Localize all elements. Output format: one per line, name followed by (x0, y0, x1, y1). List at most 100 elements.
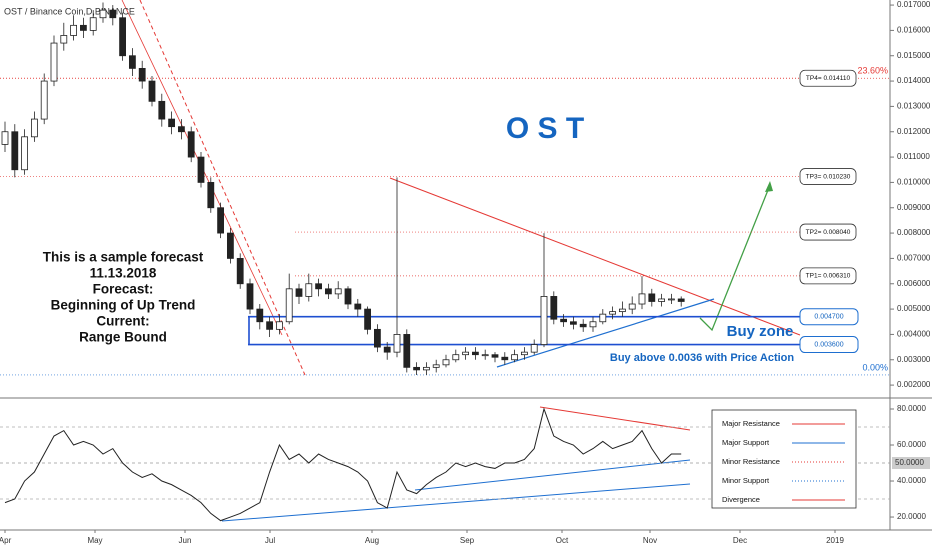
midline-label: 50.0000 (895, 458, 924, 467)
trend-line (139, 0, 306, 376)
zone-box (799, 336, 859, 354)
candle-body (158, 100, 166, 120)
candle-body (609, 311, 616, 315)
candle-body (383, 346, 391, 353)
y-tick-label: 60.0000 (897, 440, 926, 449)
candle-body (530, 344, 538, 353)
candle-body (373, 328, 381, 348)
y-tick-label: 0.012000 (897, 127, 931, 136)
x-tick-label: Aug (365, 536, 379, 545)
target-label: TP1= 0.006310 (806, 273, 851, 280)
candle-body (668, 298, 675, 301)
candle-body (511, 354, 519, 361)
candle-body (168, 118, 176, 128)
resistance-line (389, 177, 801, 336)
y-tick-label: 0.015000 (897, 51, 931, 60)
buy-zone-label: Buy zone (727, 323, 794, 340)
y-tick-label: 0.011000 (897, 152, 930, 161)
candle-body (89, 17, 97, 31)
symbol: OST / Binance Coin,D,BINANCE (4, 6, 135, 16)
candle-body (403, 334, 411, 368)
candle-body (677, 298, 685, 302)
candle-body (148, 80, 156, 102)
arrow-head (765, 181, 773, 192)
y-tick-label: 0.003000 (897, 355, 931, 364)
candle-body (266, 321, 274, 330)
y-tick-label: 0.002000 (897, 380, 931, 389)
x-tick-label: Jun (179, 536, 192, 545)
candle-body (521, 351, 528, 356)
candle-body (207, 182, 215, 209)
x-tick-label: Oct (556, 536, 569, 545)
candle-body (50, 42, 58, 82)
candle-body (217, 207, 225, 234)
candle-body (550, 296, 558, 320)
title: O S T (506, 112, 584, 145)
legend-label: Minor Support (722, 476, 770, 485)
y-tick-label: 0.016000 (897, 26, 931, 35)
candle-body (471, 351, 479, 356)
candle-body (589, 321, 597, 328)
candle-body (638, 293, 646, 305)
candle-body (658, 298, 665, 302)
legend-label: Major Support (722, 438, 770, 447)
candle-body (579, 323, 587, 328)
candle-body (246, 283, 254, 310)
candle-body (138, 68, 146, 82)
forecast-line: Current: (96, 314, 149, 329)
fib-label: 23.60% (857, 66, 888, 76)
candle-body (295, 288, 303, 297)
zone-label: 0.003600 (814, 341, 843, 348)
y-tick-label: 20.0000 (897, 512, 926, 521)
forecast-arrow (699, 184, 771, 332)
legend-label: Divergence (722, 495, 760, 504)
candle-body (599, 313, 607, 323)
candle-body (432, 364, 440, 368)
candle-body (187, 131, 195, 158)
x-tick-label: May (87, 536, 102, 545)
candle-body (177, 126, 185, 133)
candle-body (70, 24, 77, 36)
target-label: TP2= 0.008040 (806, 229, 851, 236)
candle-body (256, 308, 264, 323)
y-tick-label: 40.0000 (897, 476, 926, 485)
y-tick-label: 0.007000 (897, 254, 931, 263)
candle-body (60, 35, 68, 44)
candle-body (364, 308, 372, 330)
candle-body (354, 303, 362, 310)
forecast-line: 11.13.2018 (90, 266, 157, 281)
candle-body (560, 318, 567, 323)
legend-label: Major Resistance (722, 419, 780, 428)
x-tick-label: Sep (460, 536, 475, 545)
buy-above-label: Buy above 0.0036 with Price Action (610, 352, 794, 364)
rsi-support (221, 483, 691, 522)
legend-box (711, 409, 857, 509)
forecast-line: This is a sample forecast (43, 250, 204, 265)
candle-body (226, 232, 234, 259)
forecast-line: Range Bound (79, 330, 167, 345)
x-tick-label: Dec (733, 536, 747, 545)
rsi-support (414, 459, 691, 491)
zone-box (799, 308, 859, 326)
candle-body (30, 118, 38, 138)
candle-body (570, 321, 577, 325)
legend-label: Minor Resistance (722, 457, 780, 466)
y-tick-label: 80.0000 (897, 404, 926, 413)
candle-body (21, 136, 29, 171)
y-tick-label: 0.013000 (897, 102, 931, 111)
x-tick-label: Nov (643, 536, 657, 545)
candle-body (462, 351, 470, 356)
candle-body (285, 288, 293, 323)
candle-body (197, 156, 205, 183)
candle-body (99, 9, 107, 19)
candle-body (236, 258, 244, 285)
y-tick-label: 0.008000 (897, 228, 931, 237)
candle-body (481, 354, 489, 357)
y-tick-label: 0.004000 (897, 330, 931, 339)
candle-body (540, 296, 548, 345)
support-line (496, 298, 715, 368)
rsi-resistance (539, 406, 691, 431)
y-tick-label: 0.014000 (897, 76, 931, 85)
candle-body (305, 283, 313, 297)
